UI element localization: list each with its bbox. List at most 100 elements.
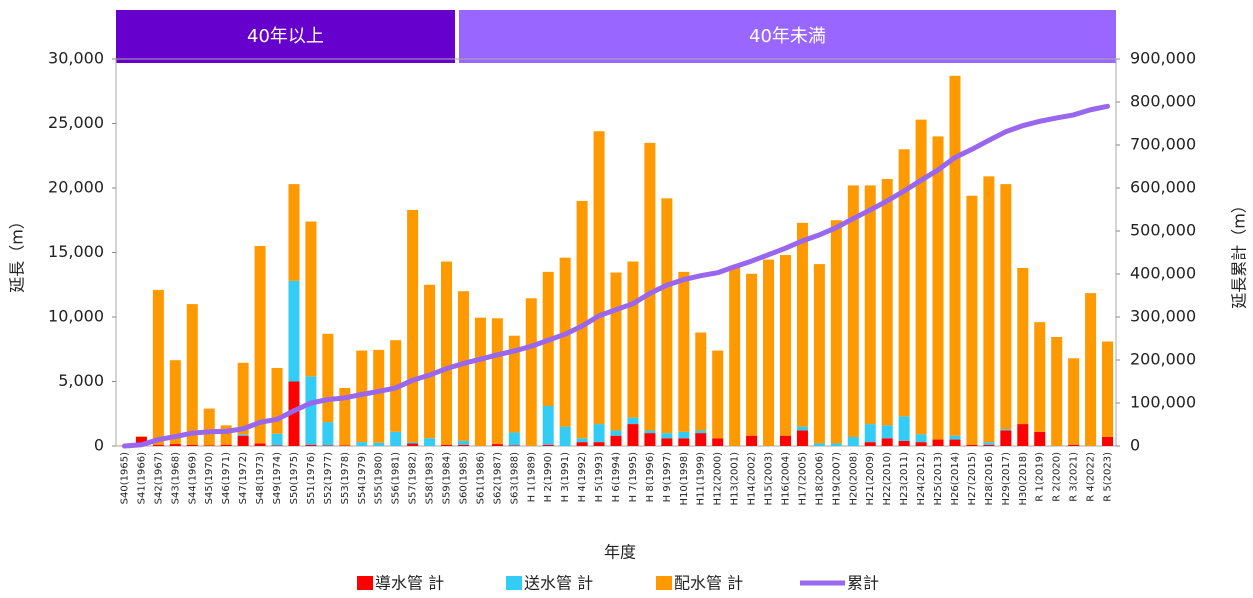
bar — [915, 119, 927, 435]
bar — [135, 436, 147, 437]
x-tick-label: R 2(2020) — [1052, 452, 1063, 502]
bar — [424, 284, 436, 439]
bar — [881, 178, 893, 426]
bar — [339, 445, 351, 446]
x-tick-label: H 7(1995) — [628, 452, 639, 502]
legend-label: 送水管 計 — [524, 574, 593, 593]
bar — [237, 435, 249, 446]
y2-tick-label: 800,000 — [1130, 92, 1196, 111]
y-axis-label: 延長（m） — [8, 213, 27, 293]
bar — [186, 304, 198, 445]
bar — [712, 350, 724, 439]
bar — [508, 445, 520, 446]
legend-label: 配水管 計 — [674, 574, 743, 593]
bar — [830, 220, 842, 444]
bar — [864, 442, 876, 446]
x-tick-label: S49(1974) — [272, 452, 283, 504]
bar — [457, 444, 469, 446]
bar — [864, 185, 876, 425]
y2-tick-label: 900,000 — [1130, 49, 1196, 68]
y2-tick-label: 700,000 — [1130, 135, 1196, 154]
x-tick-label: S57(1982) — [408, 452, 419, 504]
x-tick-label: H10(1998) — [679, 452, 690, 506]
bar — [169, 444, 181, 446]
legend-swatch — [357, 576, 373, 590]
bar — [576, 438, 588, 443]
bar — [576, 442, 588, 446]
bar — [949, 439, 961, 446]
bar — [305, 221, 317, 377]
x-tick-label: H13(2001) — [730, 452, 741, 506]
bar — [932, 439, 944, 446]
bar — [593, 424, 605, 443]
line — [121, 103, 1111, 449]
y-tick-label: 15,000 — [48, 242, 104, 261]
bar — [373, 442, 385, 446]
bar — [390, 431, 402, 446]
bar — [356, 442, 368, 446]
bar — [305, 444, 317, 446]
y2-tick-label: 200,000 — [1130, 350, 1196, 369]
x-tick-label: H 5(1993) — [594, 452, 605, 502]
bar — [220, 444, 232, 446]
x-tick-label: S41(1966) — [136, 452, 147, 504]
x-tick-label: R 3(2021) — [1069, 452, 1080, 502]
x-tick-label: S61(1986) — [475, 452, 486, 504]
bar — [949, 75, 961, 436]
x-tick-label: S42(1967) — [153, 452, 164, 504]
bar — [203, 408, 215, 446]
x-tick-label: S58(1983) — [425, 452, 436, 504]
bar — [932, 136, 944, 440]
bar — [627, 261, 639, 418]
bar — [881, 425, 893, 439]
banner-label: 40年未満 — [749, 26, 826, 47]
x-tick-label: H 4(1992) — [577, 452, 588, 502]
x-tick-label: S44(1969) — [187, 452, 198, 504]
bar — [322, 422, 334, 446]
x-tick-label: H14(2002) — [747, 452, 758, 506]
bar — [610, 435, 622, 446]
y-tick-label: 25,000 — [48, 113, 104, 132]
x-tick-label: H 8(1996) — [645, 452, 656, 502]
bar — [1034, 322, 1046, 432]
x-tick-label: S55(1980) — [374, 452, 385, 504]
bar — [1068, 444, 1080, 446]
x-tick-label: H25(2013) — [933, 452, 944, 506]
bar — [542, 444, 554, 446]
bar — [339, 387, 351, 446]
bar — [271, 445, 283, 446]
bar — [407, 209, 419, 443]
legend-label: 導水管 計 — [375, 574, 444, 593]
bar — [1000, 184, 1012, 430]
bar — [491, 444, 503, 446]
bar — [983, 176, 995, 443]
x-tick-label: H 1(1989) — [526, 452, 537, 502]
bar — [661, 433, 673, 439]
x-tick-label: R 1(2019) — [1035, 452, 1046, 502]
bar — [508, 432, 520, 446]
bar — [796, 426, 808, 431]
x-tick-label: S46(1971) — [221, 452, 232, 504]
bar — [1068, 358, 1080, 445]
bar — [644, 433, 656, 446]
bar — [678, 271, 690, 432]
bar — [1034, 431, 1046, 446]
bar — [152, 289, 164, 445]
bar — [627, 417, 639, 425]
bar — [254, 443, 266, 446]
y-tick-label: 30,000 — [48, 49, 104, 68]
bar — [424, 438, 436, 446]
bar — [881, 438, 893, 446]
x-tick-label: S40(1965) — [119, 452, 130, 504]
y-tick-label: 5,000 — [58, 371, 104, 390]
bar — [254, 246, 266, 444]
bar — [237, 362, 249, 435]
y2-tick-label: 100,000 — [1130, 393, 1196, 412]
x-tick-label: S48(1973) — [255, 452, 266, 504]
y2-tick-label: 600,000 — [1130, 178, 1196, 197]
bar — [203, 445, 215, 446]
bar — [915, 442, 927, 446]
x-tick-label: S43(1968) — [170, 452, 181, 504]
x-tick-label: S62(1987) — [492, 452, 503, 504]
